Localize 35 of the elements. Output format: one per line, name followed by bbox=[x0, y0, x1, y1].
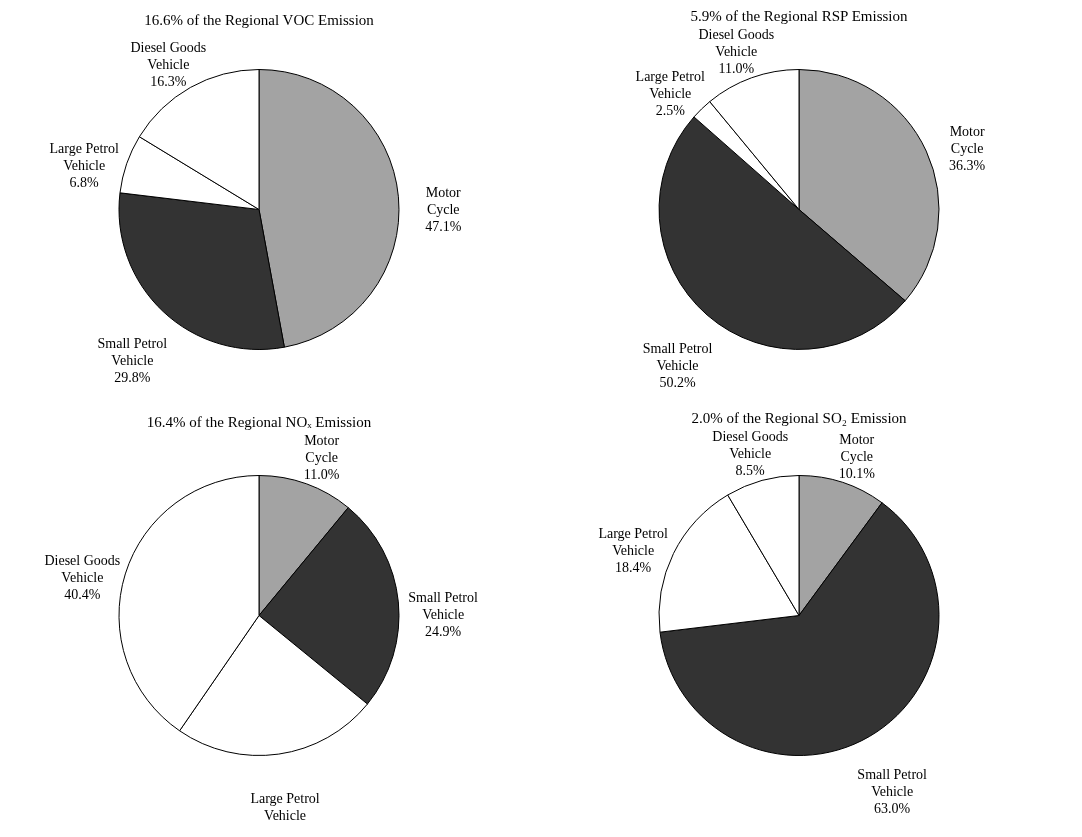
slice-label: Large Petrol Vehicle bbox=[598, 525, 668, 558]
data-label: 47.1% bbox=[425, 218, 462, 234]
data-label: 24.9% bbox=[425, 623, 462, 639]
data-label: 63.0% bbox=[874, 801, 911, 817]
slice-label: Motor Cycle bbox=[425, 184, 462, 217]
slice-label: Motor Cycle bbox=[304, 433, 340, 466]
slice-label: Large Petrol Vehicle bbox=[635, 68, 706, 101]
data-label: 11.0% bbox=[303, 467, 340, 483]
data-label: 36.3% bbox=[949, 158, 986, 174]
data-label: 2.5% bbox=[655, 102, 686, 118]
slice-label: Diesel Goods Vehicle bbox=[712, 429, 789, 462]
slice-label: Large Petrol Vehicle bbox=[49, 141, 119, 174]
slice-label: Diesel Goods Vehicle bbox=[44, 552, 121, 585]
slice-label: Small Petrol Vehicle bbox=[857, 767, 928, 800]
data-label: 16.3% bbox=[150, 74, 187, 90]
data-label: 50.2% bbox=[659, 375, 696, 391]
data-label: 18.4% bbox=[615, 559, 652, 575]
slice-label: Diesel Goods Vehicle bbox=[698, 27, 775, 60]
chart-title: 5.9% of the Regional RSP Emission bbox=[690, 8, 908, 25]
slice-label: Motor Cycle bbox=[839, 431, 875, 464]
slice-label: Motor Cycle bbox=[949, 124, 985, 157]
chart-title: 16.6% of the Regional VOC Emission bbox=[144, 12, 375, 28]
slice-label: Small Petrol Vehicle bbox=[97, 336, 168, 369]
data-label: 10.1% bbox=[838, 465, 876, 481]
data-label: 11.0% bbox=[718, 61, 755, 77]
data-label: 8.5% bbox=[735, 463, 766, 479]
chart-title: 16.4% of the Regional NOₓ Emission bbox=[146, 414, 372, 431]
chart-title: 2.0% of the Regional SO₂ Emission bbox=[691, 410, 908, 427]
slice-label: Large Petrol Vehicle bbox=[250, 790, 320, 823]
slice-label: Small Petrol Vehicle bbox=[408, 589, 479, 622]
slice-label: Small Petrol Vehicle bbox=[642, 341, 713, 374]
data-label: 29.8% bbox=[114, 370, 151, 386]
data-label: 40.4% bbox=[64, 586, 101, 602]
data-label: 6.8% bbox=[69, 175, 100, 191]
slice-label: Diesel Goods Vehicle bbox=[130, 40, 207, 73]
